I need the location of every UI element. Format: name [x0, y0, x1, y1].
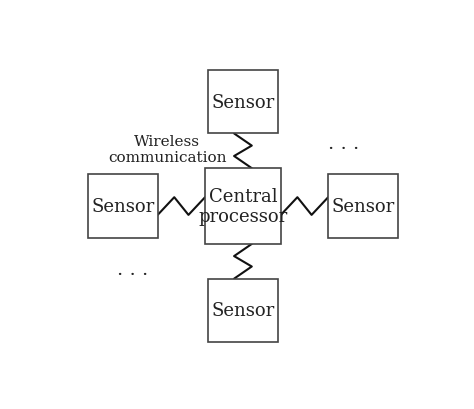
FancyBboxPatch shape — [208, 71, 278, 134]
FancyBboxPatch shape — [205, 169, 281, 244]
Text: Sensor: Sensor — [91, 198, 155, 216]
FancyBboxPatch shape — [88, 175, 158, 238]
Text: Sensor: Sensor — [331, 198, 394, 216]
Text: . . .: . . . — [328, 135, 360, 153]
Text: Sensor: Sensor — [211, 301, 274, 319]
Text: Wireless
communication: Wireless communication — [108, 135, 227, 165]
Text: Central
processor: Central processor — [198, 187, 288, 226]
FancyBboxPatch shape — [208, 279, 278, 342]
Text: Sensor: Sensor — [211, 94, 274, 112]
FancyBboxPatch shape — [328, 175, 398, 238]
Text: . . .: . . . — [117, 261, 148, 279]
